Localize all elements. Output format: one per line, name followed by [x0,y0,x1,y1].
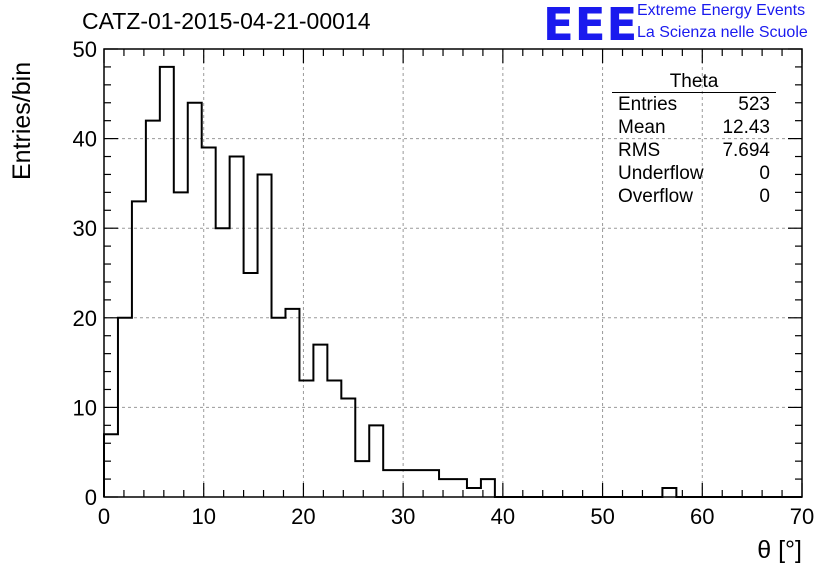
histogram-bin [174,192,188,497]
histogram-bin [355,461,369,497]
histogram-bin [662,488,676,497]
x-tick-label: 20 [291,504,315,529]
chart-title: CATZ-01-2015-04-21-00014 [82,8,371,34]
x-tick-label: 60 [690,504,714,529]
y-tick-label: 50 [73,37,97,62]
stats-value: 0 [759,186,770,207]
stats-value: 0 [759,163,770,184]
histogram-bin [467,488,481,497]
histogram-bin [439,479,453,497]
histogram-bin [258,174,272,497]
histogram-bin [230,157,244,497]
histogram-bin [327,381,341,497]
stats-label: Entries [618,94,678,115]
histogram-bin [146,121,160,497]
y-tick-label: 20 [73,306,97,331]
histogram-bin [313,345,327,497]
histogram-bin [188,103,202,497]
stats-row-overflow: Overflow 0 [612,185,776,208]
y-axis-label: Entries/bin [8,61,36,180]
stats-label: RMS [618,140,661,161]
histogram-bin [341,398,355,497]
stats-label: Overflow [618,186,693,207]
plot-frame [103,48,803,498]
y-tick-label: 0 [85,485,97,510]
logo-line-1: Extreme Energy Events [637,2,806,19]
histogram-bin [244,273,258,497]
stats-label: Underflow [618,163,704,184]
histogram-bin [383,470,397,497]
y-tick-label: 10 [73,395,97,420]
histogram-bin [397,470,411,497]
x-tick-label: 40 [491,504,515,529]
x-tick-label: 50 [590,504,614,529]
histogram-bin [453,479,467,497]
stats-value: 7.694 [722,140,770,161]
y-tick-label: 40 [73,127,97,152]
histogram-bin [132,201,146,497]
x-axis-label: θ [°] [757,536,802,564]
histogram-bin [160,67,174,497]
stats-label: Mean [618,117,666,138]
y-tick-label: 30 [73,216,97,241]
eee-logo: EEE [543,0,639,51]
x-tick-label: 70 [790,504,814,529]
histogram-bin [299,381,313,497]
stats-row-mean: Mean 12.43 [612,116,776,139]
stats-value: 12.43 [722,117,770,138]
logo-line-2: La Scienza nelle Scuole [637,24,808,41]
stats-box: Theta Entries 523 Mean 12.43 RMS 7.694 Unde… [612,72,776,208]
stats-value: 523 [738,94,770,115]
stats-row-underflow: Underflow 0 [612,162,776,185]
stats-row-rms: RMS 7.694 [612,139,776,162]
stats-title: Theta [612,72,776,93]
x-tick-label: 0 [98,504,110,529]
histogram-bin [285,309,299,497]
histogram-bin [216,228,230,497]
x-tick-label: 10 [191,504,215,529]
histogram-bin [369,425,383,497]
x-tick-label: 30 [391,504,415,529]
stats-row-entries: Entries 523 [612,93,776,116]
histogram-bin [425,470,439,497]
